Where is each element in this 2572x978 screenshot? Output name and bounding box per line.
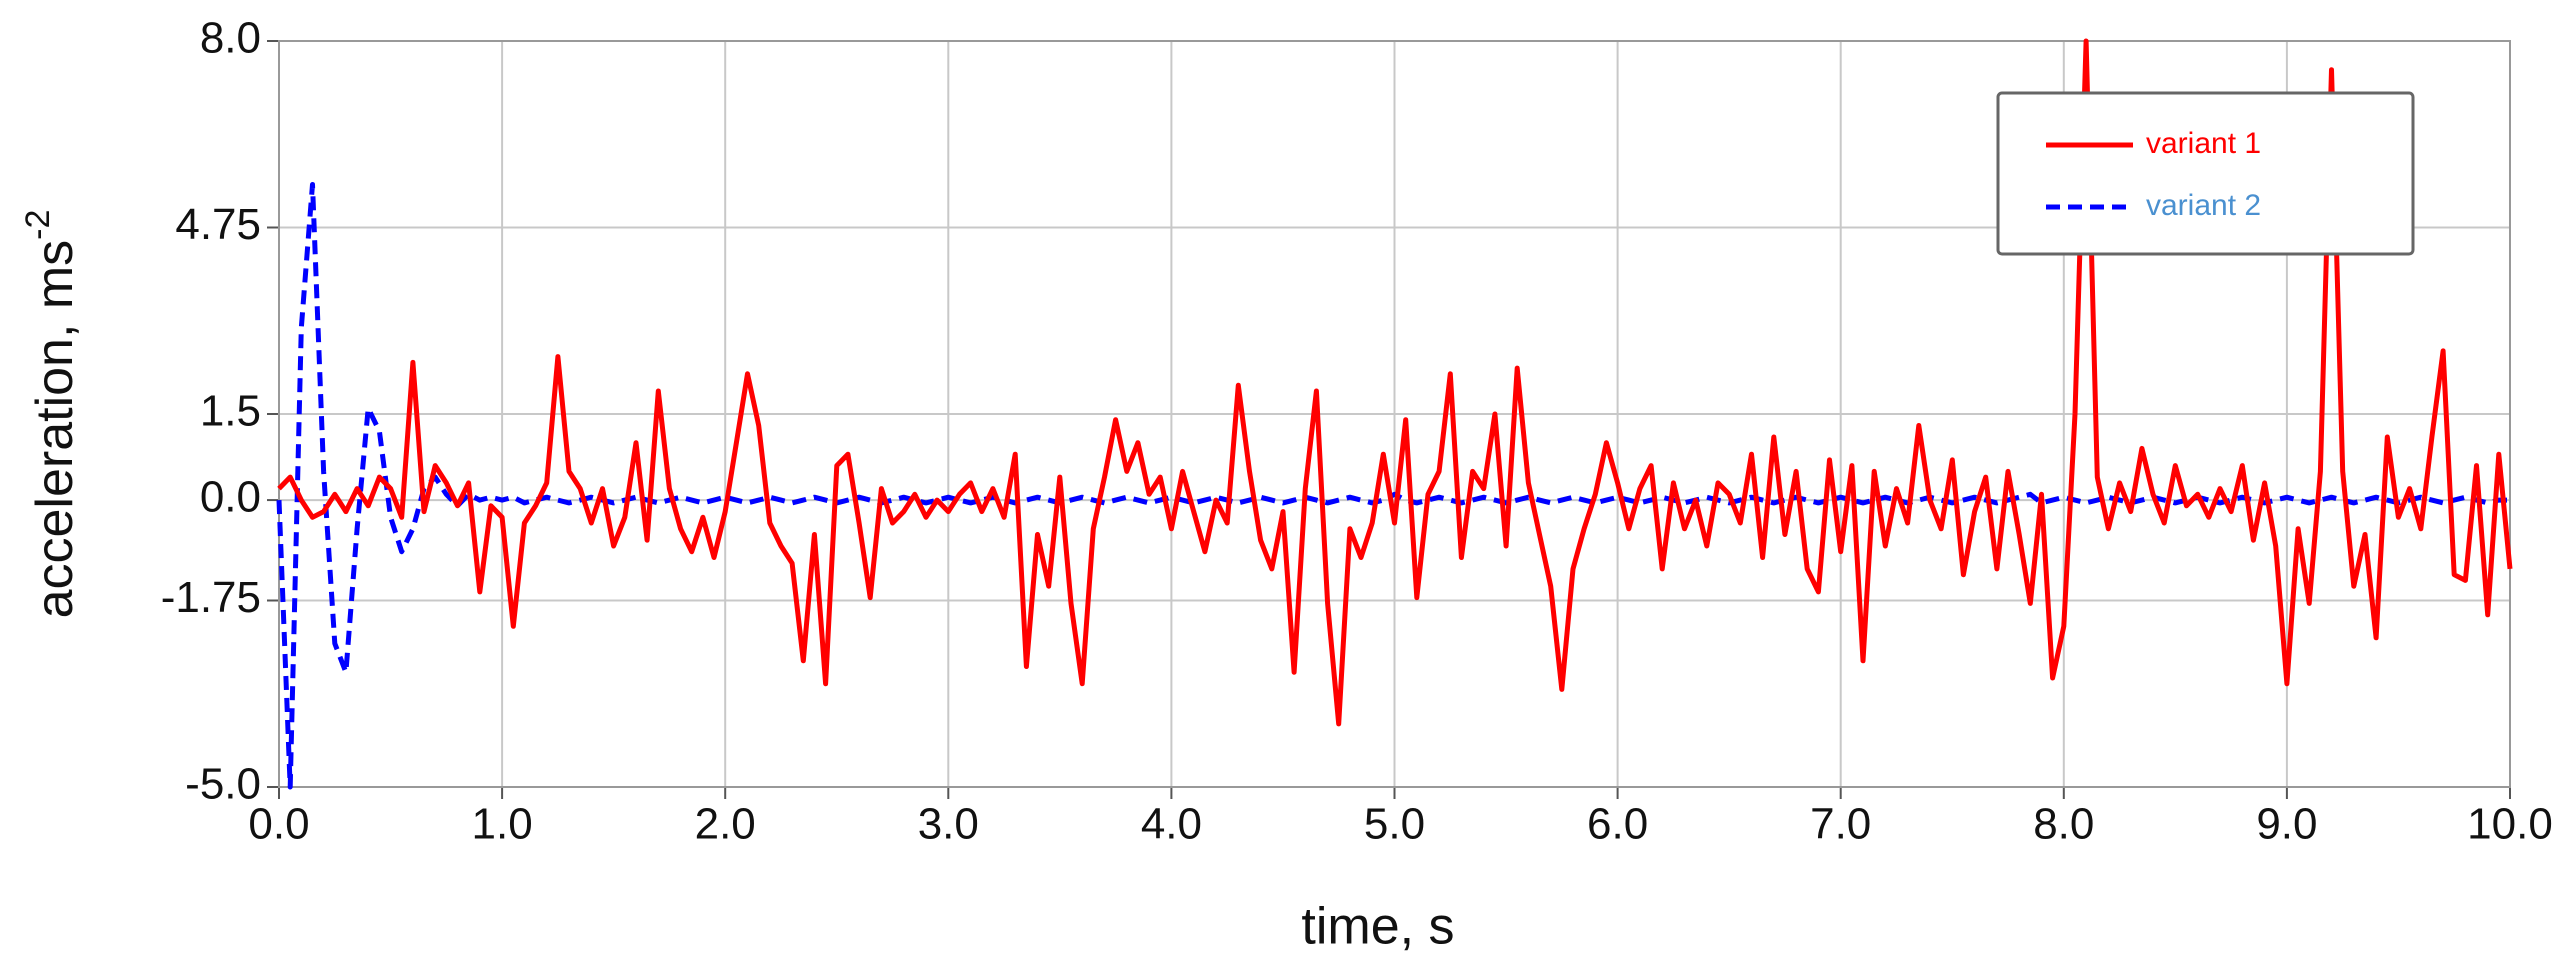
y-axis-title: acceleration, ms-2 <box>19 210 84 619</box>
x-tick-label: 6.0 <box>1587 800 1648 849</box>
y-tick-label: 0.0 <box>200 473 261 522</box>
y-tick-label: -5.0 <box>185 760 261 809</box>
x-tick-label: 4.0 <box>1141 800 1202 849</box>
x-tick-label: 10.0 <box>2467 800 2553 849</box>
y-tick-label: -1.75 <box>161 573 261 622</box>
x-tick-label: 3.0 <box>918 800 979 849</box>
y-tick-label: 1.5 <box>200 387 261 436</box>
y-tick-label: 8.0 <box>200 14 261 63</box>
x-axis-title: time, s <box>1301 898 1454 956</box>
x-tick-label: 1.0 <box>472 800 533 849</box>
x-tick-label: 2.0 <box>695 800 756 849</box>
y-axis-title-sup: -2 <box>19 210 57 240</box>
y-tick-label: 4.75 <box>175 200 261 249</box>
x-tick-label: 5.0 <box>1364 800 1425 849</box>
x-tick-label: 7.0 <box>1810 800 1871 849</box>
plot-frame <box>278 40 2511 788</box>
legend: variant 1 variant 2 <box>1996 91 2415 256</box>
legend-label: variant 2 <box>2146 189 2261 222</box>
x-tick-label: 8.0 <box>2033 800 2094 849</box>
x-tick-label: 0.0 <box>248 800 309 849</box>
legend-label: variant 1 <box>2146 127 2261 160</box>
y-axis-title-main: acceleration, ms <box>26 240 84 619</box>
data-line <box>277 38 2513 727</box>
legend-box <box>1996 91 2415 256</box>
x-tick-label: 9.0 <box>2256 800 2317 849</box>
